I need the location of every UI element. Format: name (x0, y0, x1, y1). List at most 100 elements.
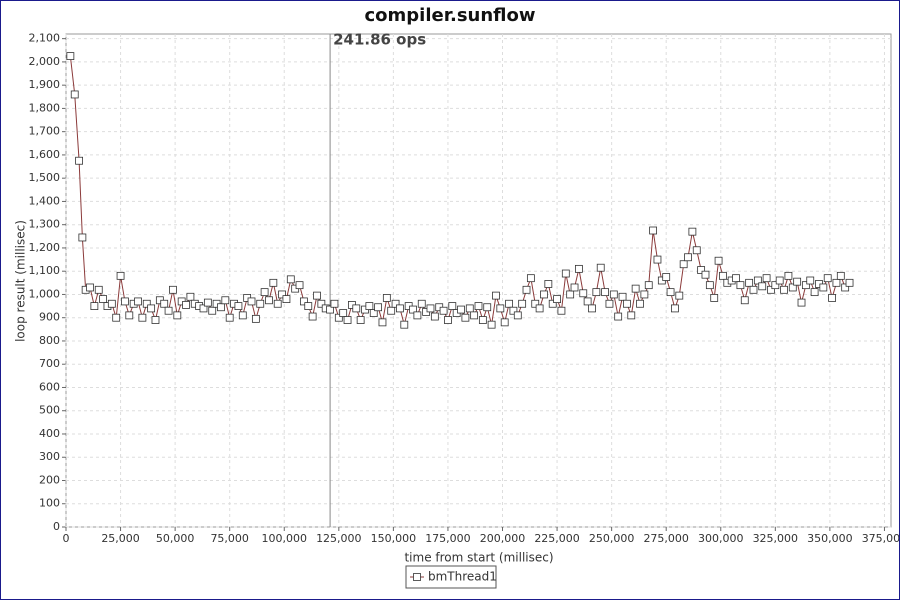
point-marker (701, 270, 710, 279)
point-marker (522, 285, 531, 294)
point-marker (531, 299, 540, 308)
x-tick-label: 225,000 (534, 532, 580, 545)
point-marker (780, 285, 788, 294)
legend-box (405, 565, 497, 589)
chart-title: compiler.sunflow (364, 5, 535, 26)
x-tick-label: 250,000 (589, 532, 635, 545)
point-marker (753, 276, 762, 285)
x-tick-label: 325,000 (753, 532, 799, 545)
y-tick-label: 900 (39, 311, 60, 324)
point-marker (836, 271, 845, 280)
point-marker (714, 256, 723, 265)
point-marker (719, 271, 727, 280)
point-marker (90, 302, 99, 310)
point-marker (457, 305, 465, 314)
y-tick-label: 100 (39, 497, 60, 510)
legend-label: bmThread1 (428, 570, 497, 584)
point-marker (273, 299, 282, 308)
point-marker (278, 290, 286, 299)
point-marker (601, 288, 609, 297)
point-marker (160, 299, 169, 308)
point-marker (474, 302, 483, 310)
x-tick-label: 175,000 (425, 532, 471, 545)
point-marker (339, 309, 348, 317)
point-marker (116, 271, 125, 280)
point-marker (151, 316, 160, 324)
point-marker (579, 289, 588, 298)
point-marker (793, 277, 802, 286)
point-marker (334, 313, 343, 322)
point-marker (70, 90, 79, 99)
point-marker (199, 304, 208, 313)
point-marker (217, 303, 225, 312)
point-marker (430, 312, 439, 321)
point-marker (378, 318, 387, 327)
point-marker (492, 291, 500, 300)
point-marker (797, 298, 806, 307)
point-marker (409, 305, 417, 314)
point-marker (295, 281, 304, 290)
x-tick-label: 350,000 (807, 532, 853, 545)
point-marker (234, 302, 243, 310)
point-marker (740, 296, 749, 305)
point-marker (828, 294, 836, 302)
y-tick-label: 1,100 (29, 264, 61, 277)
point-marker (784, 271, 793, 280)
point-marker (444, 316, 452, 324)
point-marker (832, 278, 841, 287)
y-tick-label: 400 (39, 427, 60, 440)
point-marker (75, 156, 83, 165)
point-marker (553, 295, 561, 304)
point-marker (417, 299, 426, 308)
point-marker (801, 281, 810, 290)
x-tick-label: 25,000 (101, 532, 140, 545)
point-marker (806, 276, 815, 285)
y-tick-label: 600 (39, 380, 60, 393)
point-marker (732, 274, 740, 283)
point-marker (513, 311, 522, 320)
point-marker (121, 297, 129, 306)
point-marker (697, 266, 706, 274)
point-marker (78, 233, 87, 242)
x-tick-label: 0 (63, 532, 70, 545)
point-marker (413, 311, 422, 320)
point-marker (557, 306, 566, 315)
point-marker (299, 297, 308, 306)
x-tick-label: 200,000 (480, 532, 526, 545)
y-tick-label: 1,300 (29, 218, 61, 231)
point-marker (688, 227, 697, 236)
point-marker (609, 290, 618, 299)
point-marker (317, 299, 326, 308)
point-marker (570, 283, 579, 292)
point-marker (509, 306, 518, 315)
point-marker (749, 285, 758, 294)
point-marker (147, 304, 156, 313)
y-tick-label: 1,700 (29, 125, 61, 138)
point-marker (448, 302, 457, 310)
point-marker (203, 298, 212, 307)
point-marker (596, 263, 605, 272)
point-marker (99, 295, 108, 304)
point-marker (540, 290, 548, 299)
y-tick-label: 2,100 (29, 32, 61, 45)
point-marker (330, 299, 339, 308)
point-marker (326, 305, 334, 314)
point-marker (614, 312, 623, 321)
point-marker (487, 320, 496, 329)
point-marker (771, 281, 780, 290)
point-marker (352, 304, 361, 313)
point-marker (841, 283, 850, 292)
point-marker (758, 282, 767, 291)
x-axis-label: time from start (millisec) (404, 551, 553, 565)
y-tick-label: 300 (39, 450, 60, 463)
point-marker (535, 304, 544, 313)
point-marker (304, 302, 313, 310)
point-marker (134, 297, 142, 306)
point-marker (671, 304, 679, 313)
point-marker (544, 280, 553, 288)
y-tick-label: 1,200 (29, 241, 61, 254)
point-marker (107, 299, 116, 308)
point-marker (391, 299, 400, 308)
point-marker (627, 311, 636, 320)
point-marker (365, 302, 374, 310)
